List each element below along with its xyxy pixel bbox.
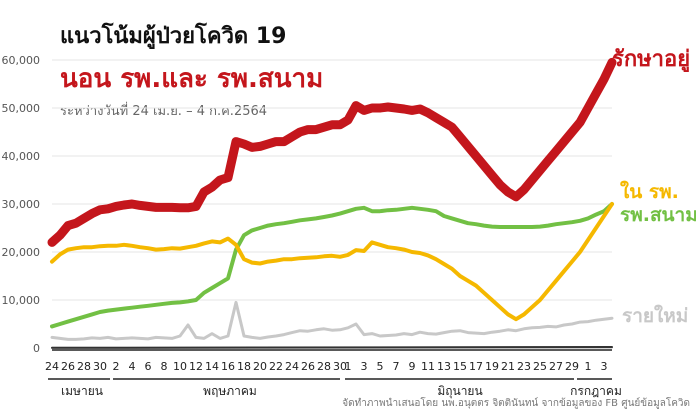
series-line-2 <box>50 202 614 329</box>
legend-label-treating: รักษาอยู่ <box>612 47 691 72</box>
y-tick-label: 60,000 <box>2 54 41 67</box>
x-tick-label: 28 <box>77 360 91 373</box>
x-tick-label: 24 <box>285 360 299 373</box>
x-tick-label: 3 <box>601 360 608 373</box>
x-tick-label: 4 <box>129 360 136 373</box>
y-tick-label: 40,000 <box>2 150 41 163</box>
x-tick-label: 18 <box>237 360 251 373</box>
x-tick-label: 11 <box>421 360 435 373</box>
x-tick-label: 15 <box>453 360 467 373</box>
x-tick-label: 16 <box>221 360 235 373</box>
x-tick-label: 19 <box>485 360 499 373</box>
x-tick-label: 17 <box>469 360 483 373</box>
x-tick-label: 8 <box>161 360 168 373</box>
series-line-3 <box>50 300 614 341</box>
x-tick-label: 21 <box>501 360 515 373</box>
y-tick-label: 30,000 <box>2 198 41 211</box>
month-label: เมษายน <box>61 384 103 398</box>
x-tick-label: 1 <box>345 360 352 373</box>
x-tick-label: 12 <box>189 360 203 373</box>
x-tick-label: 22 <box>269 360 283 373</box>
month-label: มิถุนายน <box>437 384 482 399</box>
x-tick-label: 14 <box>205 360 219 373</box>
x-tick-label: 28 <box>317 360 331 373</box>
x-tick-label: 1 <box>585 360 592 373</box>
chart-subtitle: นอน รพ.และ รพ.สนาม <box>60 64 324 94</box>
x-tick-label: 26 <box>301 360 315 373</box>
x-tick-label: 30 <box>333 360 347 373</box>
x-tick-label: 13 <box>437 360 451 373</box>
x-tick-label: 5 <box>377 360 384 373</box>
chart-title: แนวโน้มผู้ป่วยโควิด 19 <box>60 24 287 49</box>
x-tick-label: 23 <box>517 360 531 373</box>
x-tick-label: 26 <box>61 360 75 373</box>
series-line-4 <box>51 346 613 349</box>
source-note: จัดทำภาพนำเสนอโดย นพ.อนุตตร จิตตินันทน์ … <box>342 398 690 409</box>
month-label: กรกฎาคม <box>570 384 622 398</box>
series-line-1 <box>50 202 614 322</box>
x-tick-label: 25 <box>533 360 547 373</box>
y-tick-label: 0 <box>33 342 40 355</box>
x-tick-label: 20 <box>253 360 267 373</box>
legend-label-field-hospital: รพ.สนาม <box>620 204 696 226</box>
legend-label-hospital: ใน รพ. <box>620 181 679 203</box>
x-tick-label: 7 <box>393 360 400 373</box>
x-tick-label: 3 <box>361 360 368 373</box>
x-tick-label: 9 <box>409 360 416 373</box>
y-tick-label: 50,000 <box>2 102 41 115</box>
x-tick-label: 29 <box>565 360 579 373</box>
x-tick-label: 30 <box>93 360 107 373</box>
y-tick-label: 20,000 <box>2 246 41 259</box>
x-tick-label: 10 <box>173 360 187 373</box>
x-tick-label: 24 <box>45 360 59 373</box>
series-line-0 <box>47 57 617 247</box>
month-label: พฤษภาคม <box>203 384 257 398</box>
x-tick-label: 2 <box>113 360 120 373</box>
x-tick-label: 6 <box>145 360 152 373</box>
x-tick-label: 27 <box>549 360 563 373</box>
legend-label-new-cases: รายใหม่ <box>622 305 689 327</box>
y-tick-label: 10,000 <box>2 294 41 307</box>
